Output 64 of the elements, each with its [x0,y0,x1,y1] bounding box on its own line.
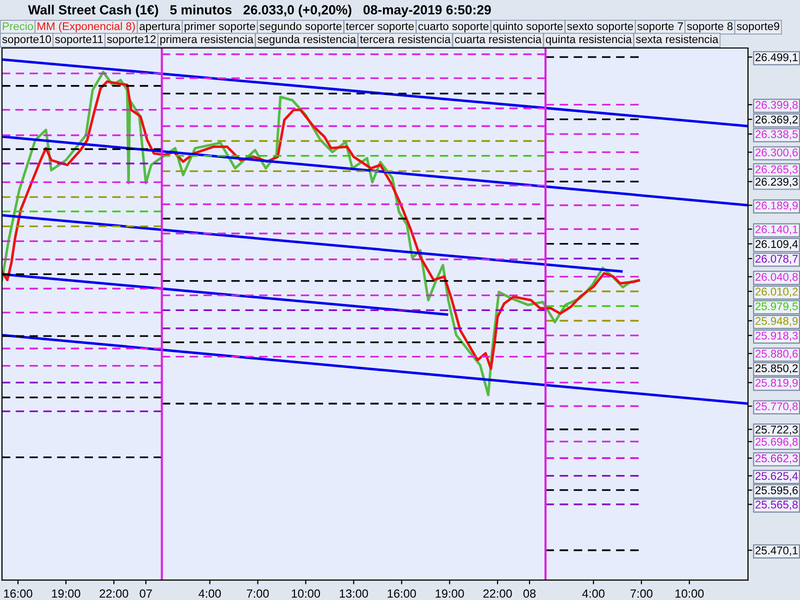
text: primera resistencia [160,35,254,46]
x-tick-label: 22:00 [100,589,128,598]
y-tick-label: 26.189,9 [756,202,798,211]
text: segundo soporte [260,22,342,32]
x-tick-label: 16:00 [388,589,416,598]
x-tick-label: 4:00 [582,589,604,598]
x-tick-label: 10:00 [676,589,704,598]
y-tick-label: 26.265,3 [756,165,798,175]
x-tick-label: 7:00 [246,589,269,598]
text: soporte10 [2,35,51,46]
text: sexta resistencia [636,35,718,44]
y-tick-label: 25.625,4 [756,472,798,482]
x-tick-label: 4:00 [198,589,221,598]
y-tick-label: 26.109,4 [756,240,798,250]
y-tick-label: 25.979,5 [756,302,798,312]
text: soporte11 [55,35,103,46]
y-tick-label: 25.770,8 [756,402,798,412]
y-tick-label: 25.722,3 [756,426,798,435]
chart-title: Wall Street Cash (1€) 5 minutos 26.033,0 (+0,20%) 08-may-2019 6:50:29 [28,4,491,18]
y-tick-label: 26.010,2 [756,288,798,297]
x-tick-label: 10:00 [292,589,320,598]
x-tick-label: 16:00 [4,589,32,598]
y-tick-label: 26.338,5 [756,130,798,140]
y-tick-label: 25.662,3 [756,454,798,464]
x-tick-label: 7:00 [630,589,652,598]
y-tick-label: 25.948,9 [756,317,798,326]
y-tick-label: 25.819,9 [756,378,798,388]
text: cuarto soporte [418,22,489,32]
y-tick-label: 25.880,6 [756,350,798,359]
x-tick-label: 08 [523,589,536,598]
y-tick-label: 26.369,2 [756,116,798,125]
x-tick-label: 13:00 [340,589,368,598]
text: quinta resistencia [546,35,632,46]
x-tick-label: 19:00 [52,589,80,598]
y-tick-label: 25.918,3 [756,332,798,341]
y-tick-label: 26.300,6 [756,148,798,158]
x-tick-label: 07 [140,589,152,598]
y-tick-label: 26.239,3 [756,178,798,188]
text: soporte 8 [687,22,733,32]
text: soporte9 [736,22,780,32]
text: quinto soporte [493,22,563,32]
y-tick-label: 26.140,1 [756,225,798,235]
y-tick-label: 26.040,8 [756,272,798,282]
text: Precio [2,22,34,30]
text: primer soporte [184,22,256,32]
y-tick-label: 26.078,7 [756,254,798,264]
text: apertura [140,22,181,32]
text: soporte 7 [637,22,683,32]
y-tick-label: 25.850,2 [756,364,798,374]
text: segunda resistencia [258,35,356,46]
x-tick-label: 19:00 [436,589,464,598]
text: soporte12 [107,35,156,46]
y-tick-label: 26.399,8 [756,100,798,110]
text: cuarta resistencia [454,35,542,44]
text: sexto soporte [567,22,634,32]
y-tick-label: 25.565,8 [756,500,798,510]
x-tick-label: 22:00 [483,589,512,598]
y-tick-label: 26.499,1 [756,53,798,63]
text: tercera resistencia [360,35,451,44]
y-tick-label: 25.696,8 [756,438,798,448]
text: MM (Exponencial 8) [38,22,135,32]
y-tick-label: 25.470,1 [756,546,798,556]
text: tercer soporte [346,22,414,32]
y-tick-label: 25.595,6 [756,486,798,496]
